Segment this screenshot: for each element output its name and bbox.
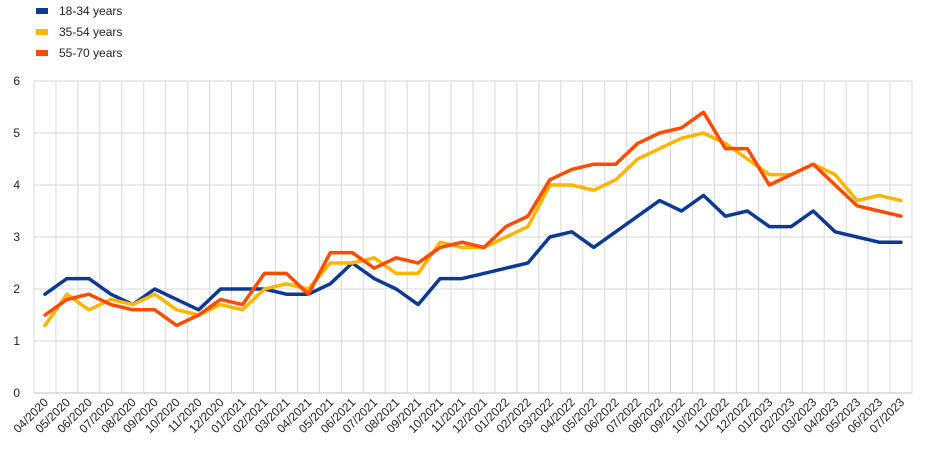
y-tick-label: 4 (13, 178, 20, 192)
legend-label-18-34: 18-34 years (59, 3, 123, 18)
series-lines (43, 110, 903, 328)
legend-swatch-18-34 (36, 7, 48, 14)
y-tick-label: 3 (13, 230, 20, 244)
y-tick-label: 1 (13, 334, 20, 348)
chart-legend: 18-34 years 35-54 years 55-70 years (36, 0, 122, 63)
y-tick-label: 5 (13, 126, 20, 140)
legend-swatch-35-54 (36, 28, 48, 35)
legend-label-35-54: 35-54 years (59, 24, 123, 39)
legend-item-55-70: 55-70 years (36, 42, 122, 63)
legend-item-18-34: 18-34 years (36, 0, 122, 21)
y-axis: 0 1 2 3 4 5 6 (13, 74, 20, 400)
y-tick-label: 0 (13, 386, 20, 400)
legend-label-55-70: 55-70 years (59, 45, 123, 60)
grid-lines (33, 80, 913, 394)
legend-item-35-54: 35-54 years (36, 21, 122, 42)
y-tick-label: 6 (13, 74, 20, 88)
legend-swatch-55-70 (36, 49, 48, 56)
series-line-55-70-years (43, 110, 903, 328)
series-line-18-34-years (43, 193, 903, 312)
x-axis: 04/202005/202006/202007/202008/202009/20… (11, 395, 908, 436)
y-tick-label: 2 (13, 282, 20, 296)
